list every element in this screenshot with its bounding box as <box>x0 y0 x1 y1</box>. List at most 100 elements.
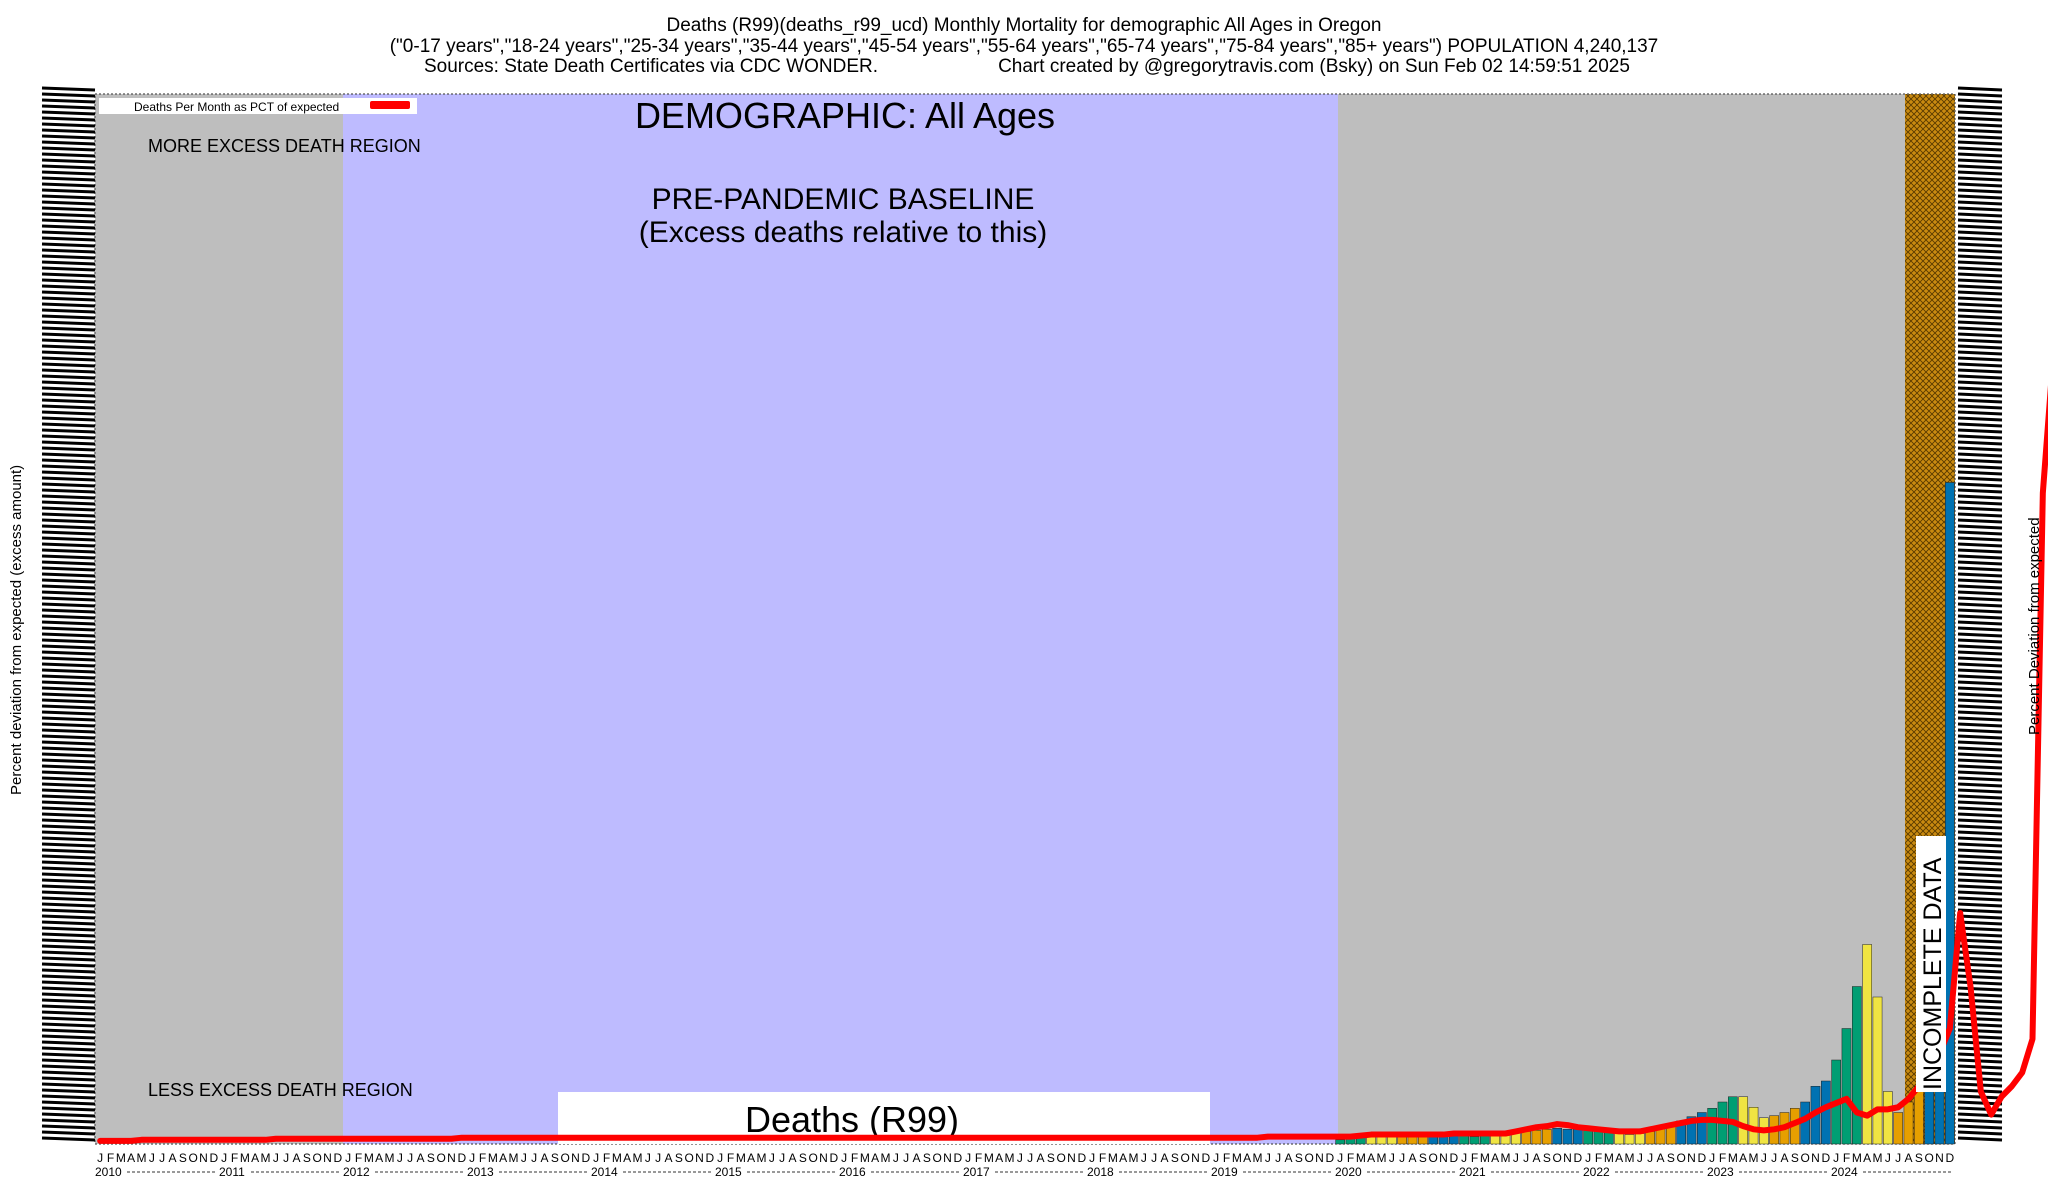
bar <box>1542 1129 1552 1145</box>
x-tick-month: J <box>841 1151 847 1165</box>
left-tick <box>41 422 96 428</box>
right-tick <box>1957 710 2003 716</box>
x-tick-month: O <box>1800 1151 1809 1165</box>
right-tick <box>1957 1136 2003 1142</box>
x-tick-month: J <box>1523 1151 1529 1165</box>
left-tick <box>41 764 96 770</box>
x-tick-month: A <box>1739 1151 1747 1165</box>
x-tick-month: J <box>1399 1151 1405 1165</box>
left-tick <box>41 698 96 704</box>
right-tick <box>1957 320 2003 326</box>
right-tick <box>1957 440 2003 446</box>
left-tick <box>41 488 96 494</box>
x-tick-month: F <box>727 1151 734 1165</box>
legend-label: Deaths Per Month as PCT of expected <box>134 100 339 114</box>
left-tick <box>41 590 96 596</box>
x-tick-month: N <box>447 1151 456 1165</box>
x-tick-month: J <box>1771 1151 1777 1165</box>
chart-sources: Sources: State Death Certificates via CD… <box>424 56 878 77</box>
left-tick <box>41 800 96 806</box>
x-tick-month: F <box>107 1151 114 1165</box>
right-tick <box>1957 620 2003 626</box>
x-tick-month: D <box>705 1151 714 1165</box>
left-tick <box>41 368 96 374</box>
x-tick-month: J <box>283 1151 289 1165</box>
x-tick-month: O <box>1056 1151 1065 1165</box>
left-tick <box>41 932 96 938</box>
less-excess-label: LESS EXCESS DEATH REGION <box>148 1080 413 1100</box>
left-tick <box>41 536 96 542</box>
right-tick <box>1957 746 2003 752</box>
left-tick <box>41 284 96 290</box>
x-tick-month: D <box>1449 1151 1458 1165</box>
bar <box>1624 1134 1635 1145</box>
left-tick <box>41 1046 96 1052</box>
x-tick-month: D <box>1821 1151 1830 1165</box>
x-tick-month: J <box>1213 1151 1219 1165</box>
x-tick-year: 2024 <box>1831 1165 1858 1179</box>
left-tick <box>41 170 96 176</box>
x-tick-month: J <box>1275 1151 1281 1165</box>
left-tick <box>41 452 96 458</box>
left-tick <box>41 404 96 410</box>
right-tick <box>1957 854 2003 860</box>
right-tick <box>1957 656 2003 662</box>
x-tick-month: A <box>1863 1151 1871 1165</box>
y-axis-label-left: Percent deviation from expected (excess … <box>8 465 25 795</box>
x-tick-month: S <box>1915 1151 1923 1165</box>
right-tick <box>1957 824 2003 830</box>
left-tick <box>41 1010 96 1016</box>
right-tick <box>1957 596 2003 602</box>
x-tick-month: M <box>1728 1151 1738 1165</box>
left-tick <box>41 200 96 206</box>
x-tick-month: A <box>788 1151 796 1165</box>
left-tick <box>41 1004 96 1010</box>
x-tick-month: S <box>303 1151 311 1165</box>
x-tick-month: M <box>364 1151 374 1165</box>
left-tick <box>41 962 96 968</box>
x-tick-month: M <box>736 1151 746 1165</box>
left-tick <box>41 1094 96 1100</box>
right-tick <box>1957 224 2003 230</box>
x-tick-month: J <box>1151 1151 1157 1165</box>
left-tick <box>41 338 96 344</box>
bar <box>1614 1133 1624 1145</box>
right-tick <box>1957 158 2003 164</box>
x-tick-month: A <box>1243 1151 1251 1165</box>
x-tick-month: D <box>1697 1151 1706 1165</box>
x-tick-month: J <box>769 1151 775 1165</box>
left-tick <box>41 482 96 488</box>
right-tick <box>1957 860 2003 866</box>
x-tick-month: M <box>1501 1151 1511 1165</box>
left-tick <box>41 878 96 884</box>
left-tick <box>41 266 96 272</box>
right-tick <box>1957 230 2003 236</box>
left-tick <box>41 386 96 392</box>
left-tick <box>41 278 96 284</box>
x-tick-month: A <box>1656 1151 1664 1165</box>
x-tick-month: D <box>1201 1151 1210 1165</box>
x-tick-month: N <box>1067 1151 1076 1165</box>
left-tick <box>41 914 96 920</box>
right-tick <box>1957 1112 2003 1118</box>
left-tick <box>41 1136 96 1142</box>
left-tick <box>41 140 96 146</box>
x-tick-month: A <box>1615 1151 1623 1165</box>
bar <box>1335 1139 1345 1145</box>
left-tick <box>41 1028 96 1034</box>
right-tick <box>1957 548 2003 554</box>
x-tick-month: A <box>499 1151 507 1165</box>
bars <box>1335 482 1955 1145</box>
left-tick <box>41 1070 96 1076</box>
right-tick <box>1957 812 2003 818</box>
left-tick <box>41 842 96 848</box>
bar <box>1852 986 1862 1145</box>
x-tick-month: D <box>209 1151 218 1165</box>
left-tick <box>41 194 96 200</box>
x-tick-month: J <box>893 1151 899 1165</box>
left-tick <box>41 548 96 554</box>
right-tick <box>1957 344 2003 350</box>
left-tick <box>41 128 96 134</box>
x-tick-year: 2015 <box>715 1165 742 1179</box>
left-tick <box>41 1082 96 1088</box>
